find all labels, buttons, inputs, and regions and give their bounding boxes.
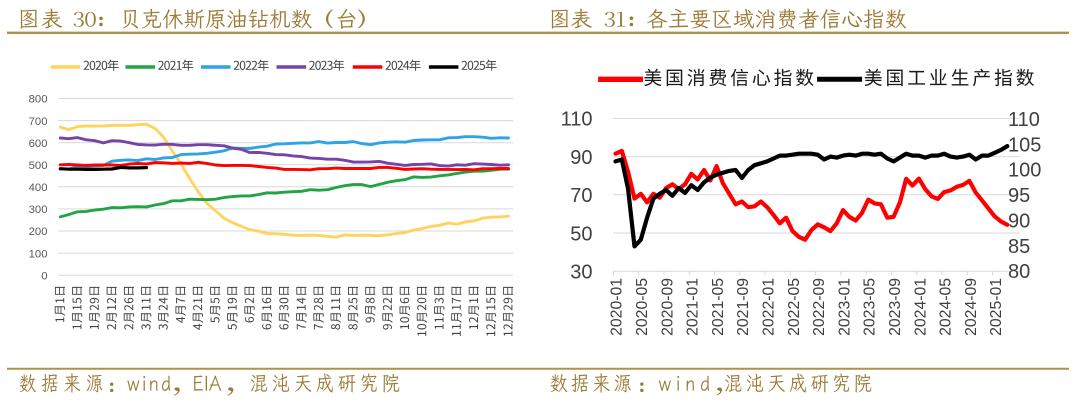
svg-text:100: 100 xyxy=(1008,160,1041,182)
svg-text:2020-09: 2020-09 xyxy=(659,278,676,336)
svg-text:2024-01: 2024-01 xyxy=(912,278,929,336)
svg-text:110: 110 xyxy=(1008,109,1040,131)
svg-text:2022-01: 2022-01 xyxy=(761,278,778,336)
svg-text:2023-01: 2023-01 xyxy=(836,278,853,336)
svg-text:2024-05: 2024-05 xyxy=(938,278,955,336)
svg-text:800: 800 xyxy=(29,94,48,106)
svg-text:500: 500 xyxy=(29,160,48,172)
svg-text:200: 200 xyxy=(29,226,48,238)
svg-text:90: 90 xyxy=(1008,210,1030,232)
svg-text:100: 100 xyxy=(29,248,48,260)
svg-text:400: 400 xyxy=(29,182,48,194)
svg-text:2021-05: 2021-05 xyxy=(710,278,727,336)
svg-text:2024-09: 2024-09 xyxy=(963,278,980,336)
svg-text:2022-09: 2022-09 xyxy=(811,278,828,336)
svg-text:50: 50 xyxy=(570,223,592,245)
svg-text:80: 80 xyxy=(1008,261,1030,283)
svg-text:2020-05: 2020-05 xyxy=(634,278,651,336)
svg-text:2025-01: 2025-01 xyxy=(988,278,1005,336)
svg-text:2023-05: 2023-05 xyxy=(862,278,879,336)
svg-text:85: 85 xyxy=(1008,236,1030,258)
svg-text:2022-05: 2022-05 xyxy=(786,278,803,336)
svg-text:110: 110 xyxy=(561,109,593,131)
svg-text:700: 700 xyxy=(29,116,48,128)
svg-text:90: 90 xyxy=(570,147,592,169)
svg-text:95: 95 xyxy=(1008,185,1030,207)
svg-text:105: 105 xyxy=(1008,134,1041,156)
svg-text:30: 30 xyxy=(570,262,592,284)
svg-text:2021-09: 2021-09 xyxy=(735,278,752,336)
svg-text:600: 600 xyxy=(29,138,48,150)
svg-text:0: 0 xyxy=(41,270,47,282)
svg-text:2021-01: 2021-01 xyxy=(685,278,702,336)
svg-text:70: 70 xyxy=(570,185,592,207)
svg-text:2023-09: 2023-09 xyxy=(887,278,904,336)
svg-text:2020-01: 2020-01 xyxy=(609,278,626,336)
svg-text:300: 300 xyxy=(29,204,48,216)
